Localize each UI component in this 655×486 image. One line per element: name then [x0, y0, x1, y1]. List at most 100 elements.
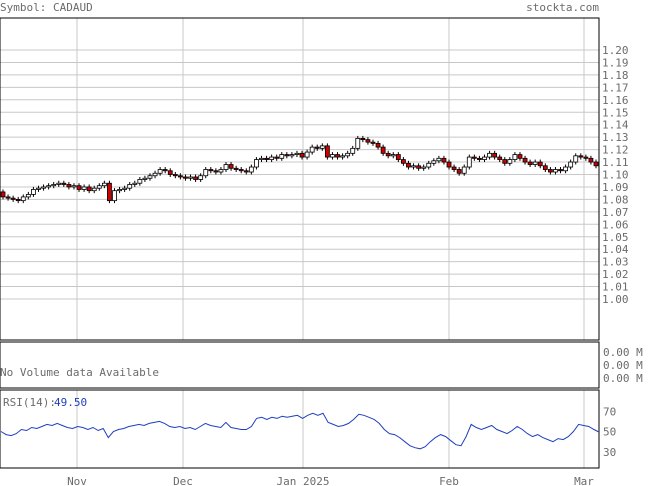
candle-body	[66, 184, 72, 188]
candle-body	[152, 172, 158, 177]
candle-body	[137, 179, 143, 184]
rsi-axis: 70 50 30	[603, 405, 616, 459]
price-tick-label: 1.18	[602, 69, 629, 82]
candle-body	[299, 152, 305, 158]
x-tick-label: Jan 2025	[277, 475, 330, 486]
candle-body	[309, 146, 315, 153]
candle-body	[355, 137, 361, 149]
candle-body	[370, 141, 376, 144]
candle-body	[25, 194, 31, 198]
x-axis: Nov Dec Jan 2025 Feb Mar	[67, 475, 594, 486]
price-tick-label: 1.19	[602, 56, 629, 69]
volume-tick-label: 0.00 M	[603, 346, 643, 359]
rsi-label: RSI(14):	[3, 396, 56, 409]
candle-body	[162, 169, 168, 172]
candle-body	[289, 154, 295, 157]
price-tick-label: 1.07	[602, 206, 629, 219]
candle-body	[335, 154, 340, 158]
candle-body	[157, 169, 163, 174]
candle-body	[330, 154, 335, 158]
rsi-tick-label: 30	[603, 446, 616, 459]
candle-body	[213, 170, 219, 173]
price-tick-label: 1.12	[602, 144, 629, 157]
price-tick-label: 1.14	[602, 119, 629, 132]
candle-body	[188, 176, 193, 179]
candle-body	[254, 159, 259, 168]
candle-body	[573, 155, 579, 163]
candle-body	[350, 147, 356, 154]
candle-body	[117, 189, 122, 192]
candle-body	[563, 166, 568, 172]
price-tick-label: 1.15	[602, 106, 629, 119]
candle-body	[112, 190, 117, 202]
candle-body	[441, 157, 447, 163]
candle-body	[228, 164, 234, 169]
candle-body	[482, 156, 487, 160]
candle-body	[15, 198, 21, 202]
candle-body	[279, 154, 285, 159]
candle-body	[203, 169, 209, 177]
candle-body	[553, 169, 558, 173]
candle-body	[578, 155, 584, 158]
candle-body	[76, 185, 82, 190]
candle-body	[56, 182, 62, 185]
candle-body	[5, 196, 11, 199]
site-label: stockta.com	[526, 1, 599, 14]
candle-body	[264, 157, 269, 160]
candle-body	[421, 166, 427, 169]
price-tick-label: 1.11	[602, 156, 629, 169]
candle-body	[259, 157, 264, 160]
candle-body	[233, 167, 239, 170]
candle-body	[345, 152, 351, 157]
candle-body	[274, 156, 280, 159]
candle-body	[132, 182, 138, 185]
candle-body	[36, 187, 41, 190]
candle-body	[532, 161, 538, 165]
price-tick-label: 1.20	[602, 44, 629, 57]
candle-body	[411, 165, 416, 168]
candle-body	[375, 142, 381, 148]
candle-body	[248, 166, 254, 173]
rsi-grid	[76, 390, 585, 468]
candle-body	[107, 182, 112, 202]
candle-body	[183, 176, 188, 179]
candle-body	[593, 161, 599, 167]
price-tick-label: 1.06	[602, 218, 629, 231]
candle-body	[431, 160, 437, 164]
x-tick-label: Mar	[574, 475, 594, 486]
price-panel-frame	[0, 17, 600, 341]
price-axis: 1.201.191.181.171.161.151.141.131.121.11…	[602, 44, 629, 306]
candle-body	[360, 137, 366, 141]
candle-body	[426, 162, 432, 168]
candle-body	[340, 155, 345, 158]
candle-body	[243, 170, 249, 173]
price-tick-label: 1.16	[602, 94, 629, 107]
candle-body	[466, 156, 472, 168]
candle-body	[218, 169, 224, 173]
candle-body	[365, 139, 371, 143]
price-candles	[0, 135, 599, 204]
price-tick-label: 1.02	[602, 268, 629, 281]
candle-body	[193, 176, 198, 180]
candle-body	[542, 165, 548, 170]
candle-body	[91, 187, 97, 192]
candle-body	[401, 159, 406, 164]
rsi-line	[0, 412, 600, 450]
candle-body	[517, 154, 523, 159]
candle-body	[71, 185, 77, 188]
candle-body	[385, 152, 391, 157]
candle-body	[0, 191, 6, 198]
candle-body	[314, 146, 320, 149]
volume-tick-label: 0.00 M	[603, 359, 643, 372]
candle-body	[547, 169, 553, 173]
candle-body	[51, 184, 57, 187]
candle-body	[10, 197, 16, 200]
price-tick-label: 1.01	[602, 281, 629, 294]
candle-body	[477, 157, 482, 160]
x-tick-label: Nov	[67, 475, 87, 486]
candle-body	[284, 154, 290, 157]
price-tick-label: 1.08	[602, 193, 629, 206]
rsi-value: 49.50	[54, 396, 87, 409]
candle-body	[492, 152, 498, 158]
